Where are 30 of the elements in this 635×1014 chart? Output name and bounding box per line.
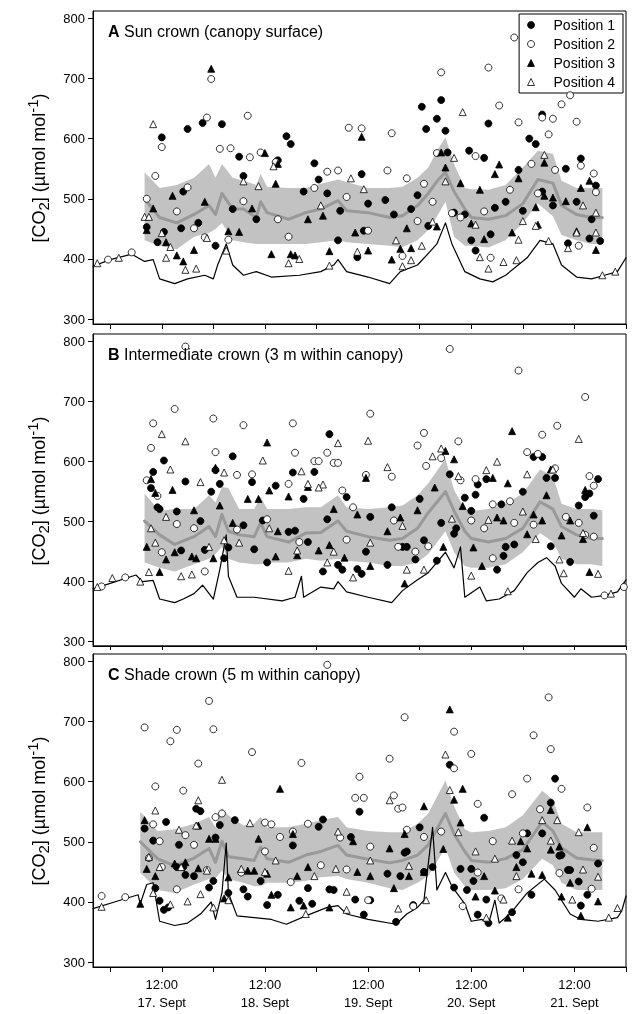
text: B Intermediate crown (3 m within canopy) <box>108 345 404 363</box>
y-tick-label: 300 <box>63 311 85 327</box>
y-tick-label: 400 <box>63 894 85 910</box>
x-tick-label: 12:00 19. Sept <box>343 976 393 1010</box>
y-tick-label: 500 <box>63 513 85 529</box>
y-tick-label: 600 <box>63 453 85 469</box>
y-tick-label: 300 <box>63 633 85 649</box>
y-tick-label: 800 <box>63 10 85 26</box>
y-tick-label: 300 <box>63 954 85 970</box>
y-tick-label: 800 <box>63 653 85 669</box>
x-tick-label: 12:00 20. Sept <box>447 976 496 1010</box>
y-tick-label: 500 <box>63 834 85 850</box>
y-tick-label: 600 <box>63 774 85 790</box>
x-tick-label: 12:00 18. Sept <box>240 976 290 1010</box>
legend-label: Position 3 <box>553 55 616 71</box>
y-tick-label: 800 <box>63 333 85 349</box>
x-tick-label: 12:00 17. Sept <box>137 976 187 1010</box>
y-tick-label: 500 <box>63 191 85 207</box>
y-tick-label: 400 <box>63 251 85 267</box>
x-tick-label: 12:00 21. Sept <box>550 976 600 1010</box>
legend-label: Position 2 <box>553 36 616 52</box>
y-tick-label: 400 <box>63 573 85 589</box>
text: C Shade crown (5 m within canopy) <box>108 665 361 683</box>
y-tick-label: 700 <box>63 713 85 729</box>
y-tick-label: 700 <box>63 393 85 409</box>
y-tick-label: 600 <box>63 131 85 147</box>
legend-label: Position 1 <box>553 17 616 33</box>
text: A Sun crown (canopy surface) <box>108 22 324 40</box>
y-tick-label: 700 <box>63 70 85 86</box>
legend-label: Position 4 <box>553 74 616 90</box>
